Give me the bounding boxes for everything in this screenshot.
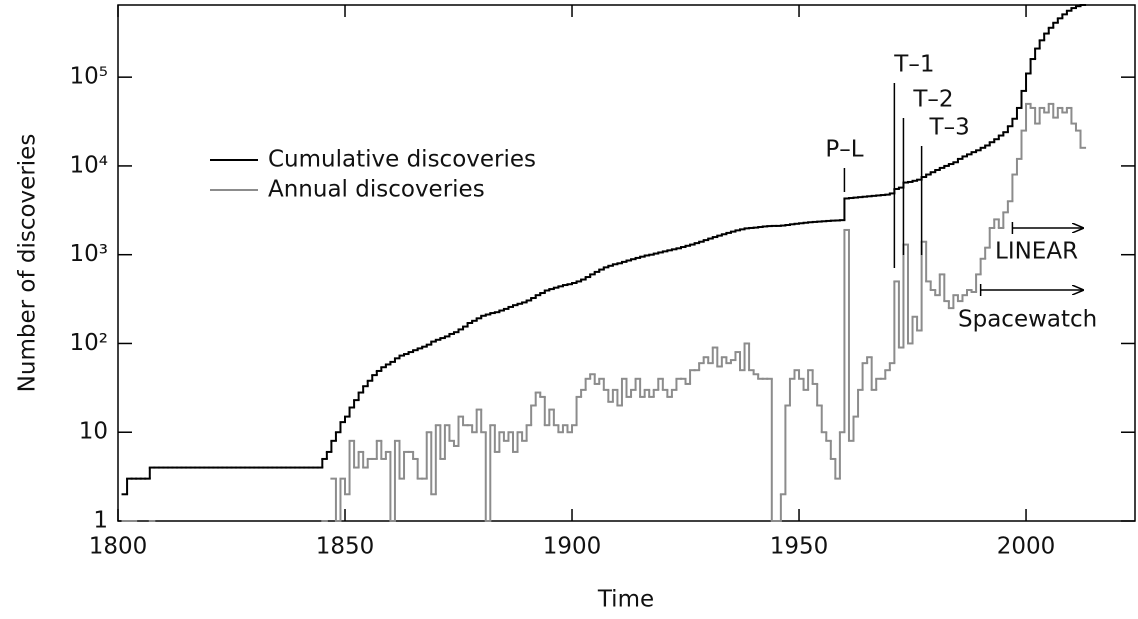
x-tick-label: 1800: [89, 534, 148, 560]
y-tick-label: 10³: [70, 241, 109, 267]
legend-label: Cumulative discoveries: [268, 147, 536, 173]
annotation-label: T–2: [912, 87, 953, 113]
legend-label: Annual discoveries: [268, 177, 485, 203]
x-tick-label: 1850: [316, 534, 375, 560]
survey-label: LINEAR: [995, 239, 1078, 265]
survey-label: Spacewatch: [958, 307, 1097, 333]
x-tick-label: 2000: [997, 534, 1056, 560]
y-tick-label: 1: [93, 508, 108, 534]
x-axis-label: Time: [597, 587, 654, 613]
annotation-label: T–3: [929, 115, 970, 141]
x-tick-label: 1900: [543, 534, 602, 560]
y-tick-label: 10: [79, 419, 108, 445]
x-tick-label: 1950: [770, 534, 829, 560]
y-axis-label: Number of discoveries: [15, 134, 41, 393]
annotation-label: P–L: [825, 137, 863, 163]
y-tick-label: 10⁴: [70, 152, 109, 178]
plot-frame: [117, 4, 1136, 522]
annotation-label: T–1: [893, 52, 934, 78]
y-tick-label: 10⁵: [70, 64, 109, 90]
y-tick-label: 10²: [70, 330, 109, 356]
